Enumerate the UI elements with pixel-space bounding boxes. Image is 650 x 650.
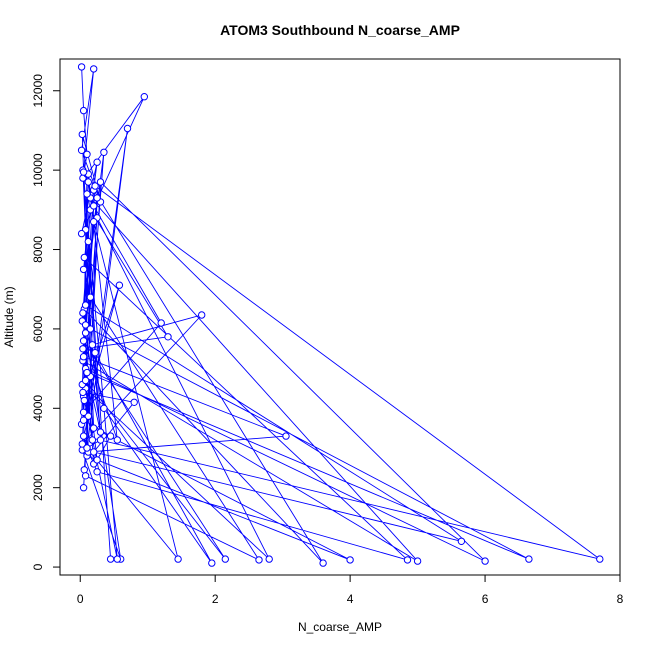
data-point <box>77 229 86 238</box>
x-tick-label: 0 <box>77 592 84 606</box>
y-axis-label: Altitude (m) <box>2 286 16 347</box>
data-point <box>80 253 89 262</box>
data-point <box>79 432 88 440</box>
data-point <box>86 325 95 333</box>
x-tick-label: 4 <box>347 592 354 606</box>
data-point <box>79 345 87 353</box>
data-point <box>93 194 101 202</box>
data-point <box>113 436 122 444</box>
data-point <box>93 158 101 166</box>
data-point <box>79 265 88 274</box>
data-point <box>93 468 101 476</box>
data-point <box>413 557 422 565</box>
data-point <box>208 559 216 567</box>
data-point <box>113 555 122 563</box>
data-point <box>78 130 87 139</box>
data-point <box>100 404 108 412</box>
data-point <box>96 428 105 436</box>
data-point <box>79 408 88 416</box>
data-point <box>84 178 93 186</box>
data-point <box>83 150 91 159</box>
data-point <box>457 537 466 545</box>
x-axis-label: N_coarse_AMP <box>298 620 382 634</box>
data-point <box>106 555 115 563</box>
y-tick-label: 0 <box>31 563 45 570</box>
data-point <box>130 398 138 406</box>
data-point <box>319 559 327 567</box>
data-point <box>77 63 86 71</box>
data-point <box>96 436 105 444</box>
data-point <box>255 556 263 564</box>
data-point <box>88 436 97 444</box>
data-point <box>81 321 90 329</box>
data-point <box>79 416 88 424</box>
data-point <box>91 182 99 190</box>
data-point <box>90 424 98 432</box>
data-point <box>221 555 230 563</box>
data-point <box>174 555 182 563</box>
data-point <box>90 65 98 73</box>
data-point <box>80 466 89 474</box>
data-point <box>79 106 88 115</box>
data-point <box>79 484 88 492</box>
data-point <box>525 555 533 563</box>
data-point <box>81 376 90 385</box>
data-point <box>83 368 91 377</box>
data-point <box>93 456 101 464</box>
data-point <box>79 388 87 397</box>
data-point <box>81 329 90 337</box>
data-point <box>90 218 98 226</box>
data-point <box>80 396 89 405</box>
data-point <box>84 237 93 246</box>
chart-title: ATOM3 Southbound N_coarse_AMP <box>220 22 460 38</box>
data-point <box>403 556 412 564</box>
data-point <box>106 432 115 440</box>
data-point <box>88 341 97 349</box>
y-tick-label: 6000 <box>31 315 45 342</box>
data-point <box>346 556 354 564</box>
series-line <box>81 66 601 564</box>
data-point <box>83 190 91 198</box>
data-point <box>140 93 149 101</box>
data-point <box>90 202 98 210</box>
data-point <box>79 168 88 176</box>
data-point <box>86 293 95 301</box>
data-point <box>198 311 206 319</box>
data-point <box>90 448 98 456</box>
data-point <box>481 557 489 565</box>
data-point <box>83 444 91 452</box>
data-point <box>123 124 132 133</box>
y-tick-label: 12000 <box>31 74 45 108</box>
data-point <box>81 472 90 480</box>
x-tick-label: 6 <box>482 592 489 606</box>
data-point <box>91 349 99 357</box>
data-point <box>79 337 88 345</box>
x-tick-label: 8 <box>617 592 624 606</box>
data-point <box>79 309 87 317</box>
data-point <box>77 146 86 155</box>
y-tick-label: 2000 <box>31 474 45 501</box>
data-point <box>596 555 604 563</box>
x-tick-label: 2 <box>212 592 219 606</box>
y-tick-label: 10000 <box>31 153 45 187</box>
marker-layer <box>77 63 604 567</box>
y-tick-label: 4000 <box>31 395 45 422</box>
data-point <box>81 301 90 309</box>
x-axis: 0 2 4 6 8 <box>77 574 624 606</box>
data-point <box>115 281 124 289</box>
series-layer <box>81 66 601 564</box>
data-point <box>282 432 290 440</box>
data-point <box>78 440 87 448</box>
data-point <box>164 333 172 341</box>
data-point <box>84 412 93 420</box>
y-axis: 0 2000 4000 6000 8000 10000 12000 <box>31 74 60 570</box>
data-point <box>79 353 88 361</box>
data-point <box>265 555 273 563</box>
y-tick-label: 8000 <box>31 236 45 263</box>
data-point <box>100 148 108 157</box>
data-point <box>157 319 165 327</box>
data-point <box>96 178 105 186</box>
